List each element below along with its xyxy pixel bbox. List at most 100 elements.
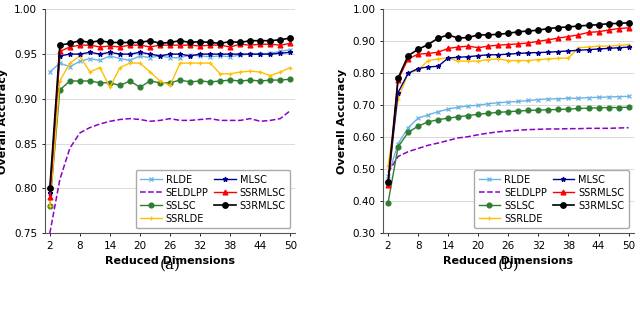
S3RMLSC: [404, 54, 412, 58]
SSRMLSC: [595, 30, 602, 34]
Line: SSLSC: SSLSC: [47, 77, 292, 209]
SSRMLSC: [564, 35, 572, 38]
S3RMLSC: [495, 32, 502, 36]
RLDE: [424, 113, 432, 117]
MLSC: [246, 52, 254, 56]
SSRLDE: [166, 84, 174, 87]
S3RMLSC: [136, 41, 144, 44]
SSRMLSC: [575, 33, 582, 37]
S3RMLSC: [525, 29, 532, 33]
RLDE: [545, 97, 552, 101]
SELDLPP: [276, 117, 284, 120]
MLSC: [454, 55, 462, 59]
SELDLPP: [246, 117, 254, 120]
RLDE: [257, 52, 264, 56]
S3RMLSC: [106, 41, 114, 44]
SSRLDE: [257, 70, 264, 74]
X-axis label: Reduced Dimensions: Reduced Dimensions: [444, 257, 573, 267]
SSRMLSC: [146, 45, 154, 49]
SSLSC: [435, 118, 442, 122]
SSLSC: [444, 116, 452, 120]
SSLSC: [525, 109, 532, 112]
SELDLPP: [484, 131, 492, 135]
RLDE: [246, 52, 254, 56]
SELDLPP: [534, 128, 542, 131]
SELDLPP: [384, 171, 392, 174]
RLDE: [287, 48, 294, 52]
SSRMLSC: [166, 43, 174, 47]
SSLSC: [66, 79, 74, 83]
SSRLDE: [146, 70, 154, 74]
RLDE: [227, 55, 234, 59]
MLSC: [96, 52, 104, 56]
RLDE: [126, 58, 134, 62]
SSRMLSC: [534, 39, 542, 43]
SELDLPP: [515, 128, 522, 132]
SSLSC: [196, 79, 204, 83]
X-axis label: Reduced Dimensions: Reduced Dimensions: [105, 257, 235, 267]
SELDLPP: [66, 146, 74, 150]
SSLSC: [236, 79, 244, 83]
S3RMLSC: [266, 39, 274, 43]
MLSC: [534, 51, 542, 54]
MLSC: [384, 182, 392, 186]
SSRMLSC: [404, 57, 412, 61]
SSLSC: [116, 84, 124, 87]
SSLSC: [146, 79, 154, 83]
RLDE: [504, 100, 512, 104]
SELDLPP: [136, 118, 144, 121]
SSRLDE: [454, 59, 462, 63]
SSRLDE: [585, 45, 593, 49]
Line: RLDE: RLDE: [47, 47, 292, 74]
RLDE: [595, 95, 602, 99]
RLDE: [465, 104, 472, 108]
RLDE: [86, 57, 93, 60]
MLSC: [56, 54, 63, 58]
SSRLDE: [575, 46, 582, 49]
SSLSC: [246, 78, 254, 82]
MLSC: [257, 52, 264, 56]
SSLSC: [276, 78, 284, 82]
S3RMLSC: [605, 22, 612, 26]
MLSC: [615, 46, 623, 49]
MLSC: [196, 52, 204, 56]
MLSC: [166, 52, 174, 56]
S3RMLSC: [227, 40, 234, 44]
RLDE: [605, 95, 612, 99]
SSRMLSC: [605, 28, 612, 32]
Y-axis label: Overall Accuracy: Overall Accuracy: [337, 69, 347, 174]
S3RMLSC: [46, 187, 54, 190]
SELDLPP: [564, 127, 572, 131]
RLDE: [414, 116, 422, 120]
S3RMLSC: [196, 40, 204, 44]
SSRLDE: [394, 97, 402, 101]
SSRMLSC: [495, 43, 502, 47]
RLDE: [564, 96, 572, 100]
SSRMLSC: [227, 45, 234, 49]
SELDLPP: [206, 117, 214, 120]
RLDE: [196, 54, 204, 58]
SELDLPP: [414, 146, 422, 150]
SSRMLSC: [116, 45, 124, 49]
SSRMLSC: [474, 46, 482, 49]
MLSC: [76, 52, 84, 56]
SSRMLSC: [545, 38, 552, 42]
SSLSC: [414, 124, 422, 128]
SSRMLSC: [126, 43, 134, 47]
Y-axis label: Overall Accuracy: Overall Accuracy: [0, 69, 8, 174]
Text: (a): (a): [159, 258, 180, 272]
SELDLPP: [444, 139, 452, 142]
SELDLPP: [585, 127, 593, 130]
SSRMLSC: [216, 43, 224, 47]
SSLSC: [555, 108, 563, 111]
SSRLDE: [515, 59, 522, 63]
Line: SSLSC: SSLSC: [386, 105, 631, 205]
RLDE: [555, 97, 563, 101]
SSRLDE: [46, 205, 54, 208]
SSRMLSC: [276, 43, 284, 47]
MLSC: [156, 54, 164, 58]
MLSC: [444, 56, 452, 60]
SSRLDE: [404, 72, 412, 75]
RLDE: [615, 95, 623, 99]
SSRLDE: [236, 70, 244, 74]
